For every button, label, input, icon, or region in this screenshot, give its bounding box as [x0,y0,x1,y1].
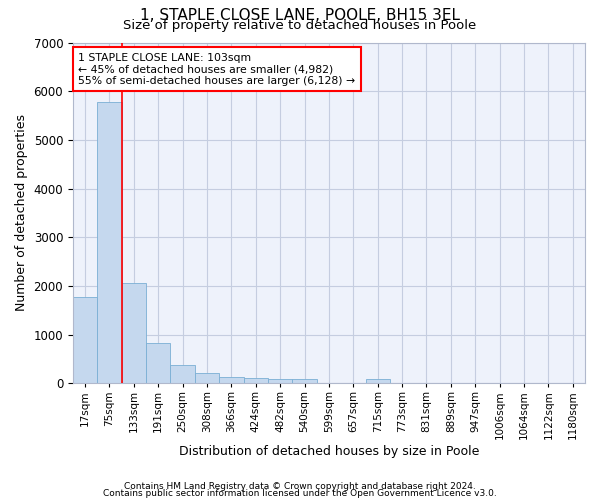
Bar [170,365,195,383]
Bar [244,378,268,383]
Bar [122,283,146,383]
X-axis label: Distribution of detached houses by size in Poole: Distribution of detached houses by size … [179,444,479,458]
Text: Contains public sector information licensed under the Open Government Licence v3: Contains public sector information licen… [103,490,497,498]
Bar [73,296,97,383]
Bar [292,380,317,383]
Bar [365,380,390,383]
Bar [219,378,244,383]
Text: 1 STAPLE CLOSE LANE: 103sqm
← 45% of detached houses are smaller (4,982)
55% of : 1 STAPLE CLOSE LANE: 103sqm ← 45% of det… [78,52,355,86]
Y-axis label: Number of detached properties: Number of detached properties [15,114,28,312]
Bar [268,378,292,383]
Text: Contains HM Land Registry data © Crown copyright and database right 2024.: Contains HM Land Registry data © Crown c… [124,482,476,491]
Text: 1, STAPLE CLOSE LANE, POOLE, BH15 3EL: 1, STAPLE CLOSE LANE, POOLE, BH15 3EL [140,8,460,22]
Text: Size of property relative to detached houses in Poole: Size of property relative to detached ho… [124,18,476,32]
Bar [97,102,122,383]
Bar [195,372,219,383]
Bar [146,343,170,383]
